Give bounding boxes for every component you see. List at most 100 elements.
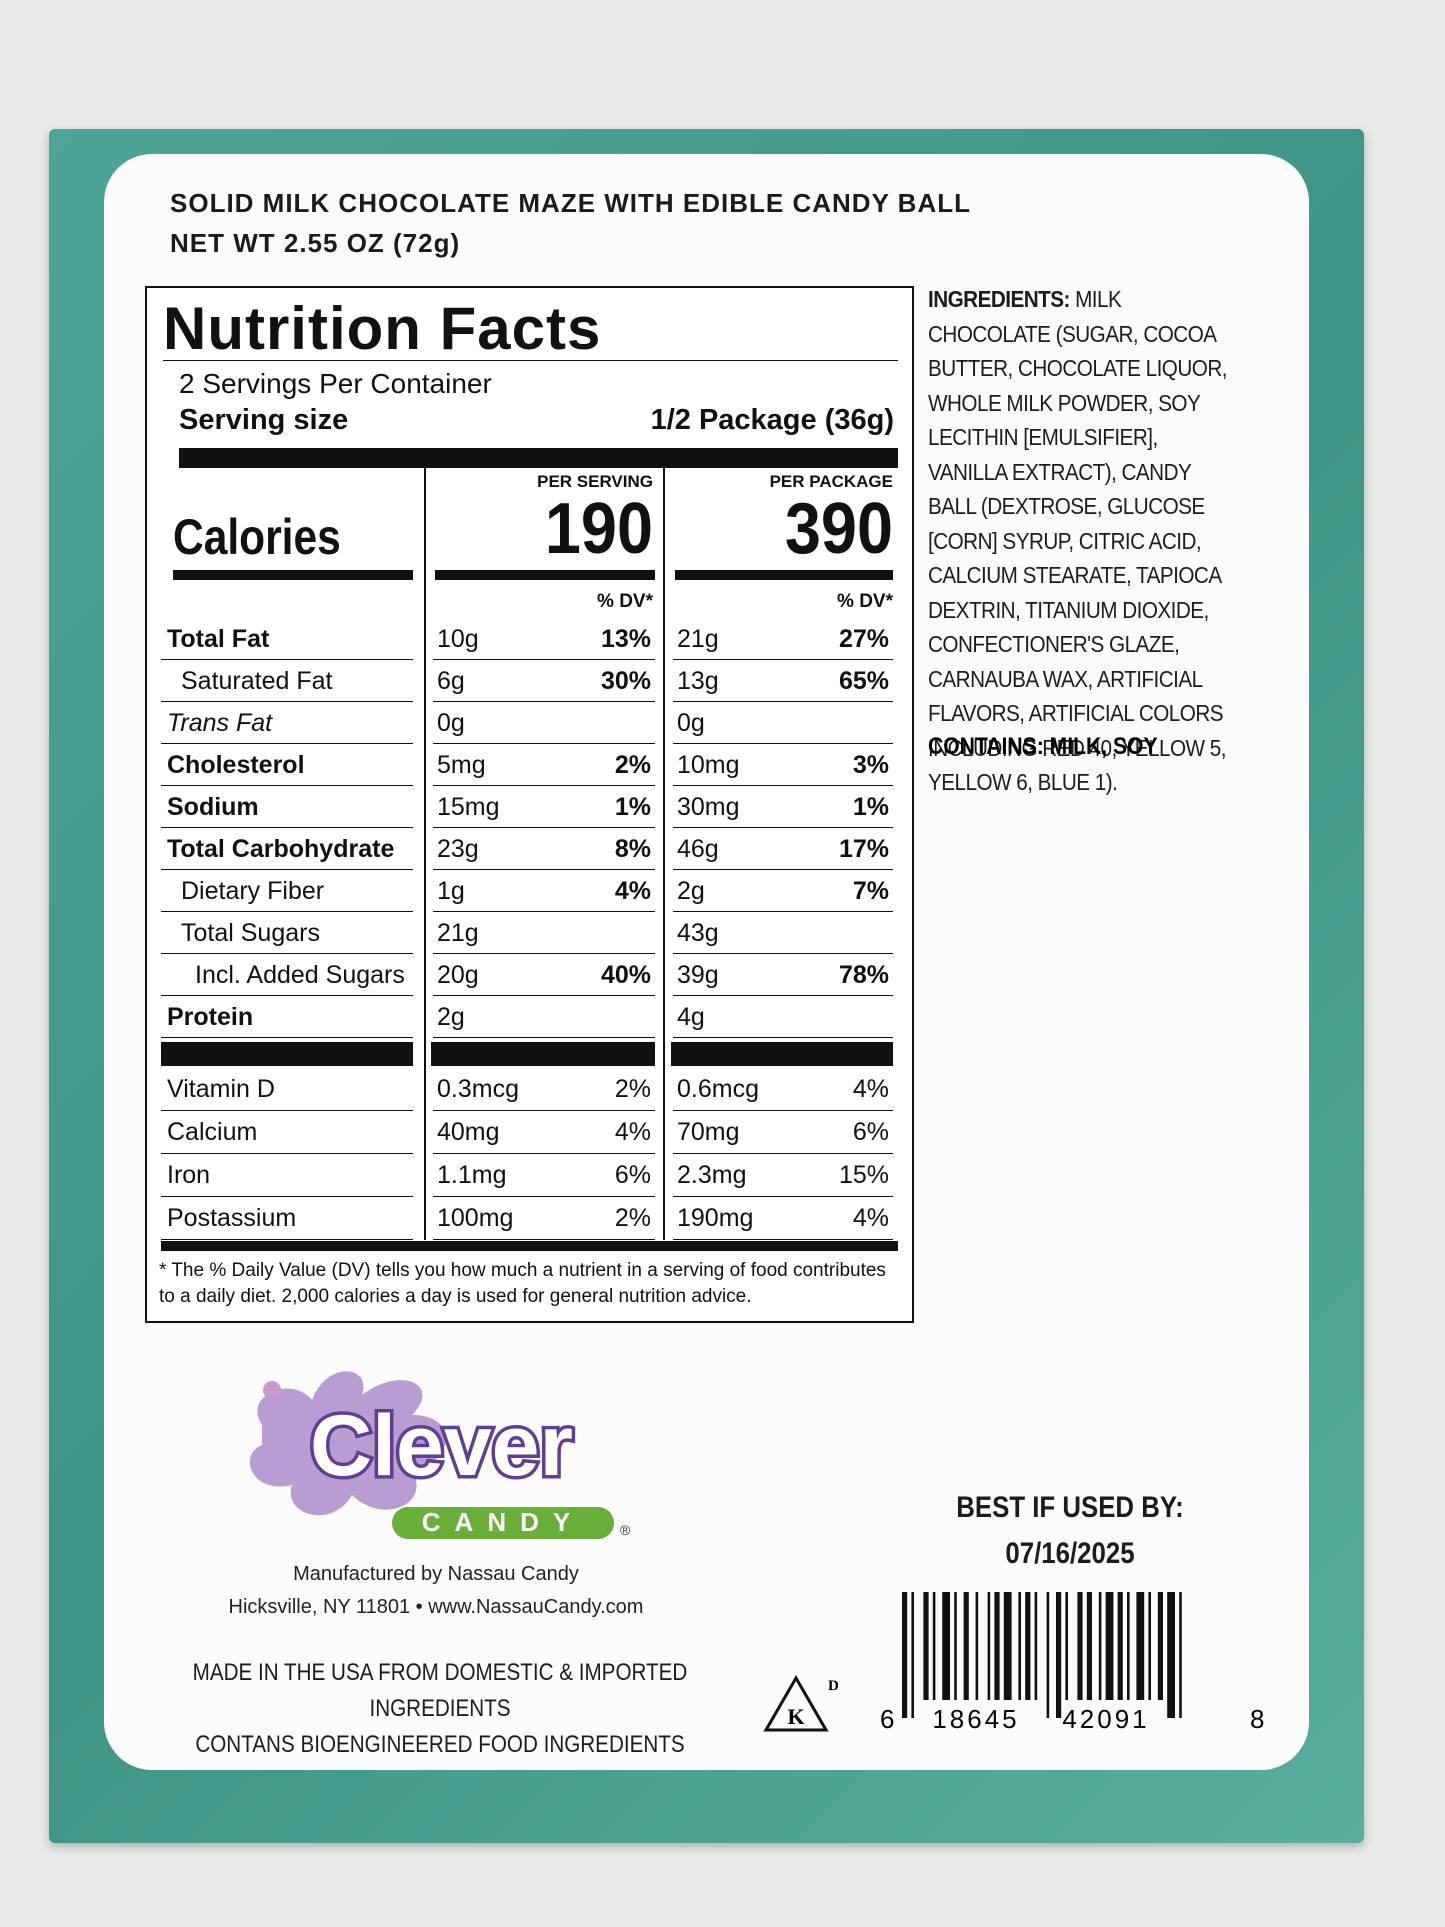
cell: Postassium <box>161 1198 413 1240</box>
barcode-bar <box>942 1592 950 1700</box>
nutrient-name: Incl. Added Sugars <box>195 960 405 989</box>
cell: Incl. Added Sugars <box>161 955 413 996</box>
brand-pill <box>392 1507 614 1539</box>
daily-value: 6% <box>614 1161 651 1189</box>
barcode-bar <box>1025 1592 1031 1700</box>
daily-value: 3% <box>852 750 889 779</box>
serving-size: Serving size 1/2 Package (36g) <box>179 404 894 437</box>
daily-value: 4% <box>852 1075 889 1103</box>
amount: 30mg <box>677 792 740 821</box>
cell: Protein <box>161 997 413 1038</box>
barcode-bar <box>1157 1592 1163 1700</box>
barcode-bar <box>987 1592 991 1700</box>
barcode-bar <box>954 1592 957 1700</box>
bar <box>431 1042 655 1066</box>
daily-value: 27% <box>838 624 889 653</box>
cell: Total Carbohydrate <box>161 829 413 870</box>
amount: 6g <box>437 666 465 695</box>
cell: 10g 13% <box>433 619 655 660</box>
nutrient-name: Calcium <box>167 1118 258 1146</box>
cell: 20g 40% <box>433 955 655 996</box>
cell: Trans Fat <box>161 703 413 744</box>
cell: 10mg 3% <box>673 745 893 786</box>
nutrient-row: Iron 1.1mg 6% 2.3mg 15% <box>147 1155 907 1198</box>
amount: 1.1mg <box>437 1161 507 1189</box>
ingredients: INGREDIENTS: MILK CHOCOLATE (SUGAR, COCO… <box>928 282 1234 800</box>
daily-value: 6% <box>852 1118 889 1146</box>
daily-value: 8% <box>614 834 651 863</box>
serving-size-value: 1/2 Package (36g) <box>650 404 894 436</box>
barcode-bar <box>932 1592 936 1700</box>
daily-value: 30% <box>600 666 651 695</box>
barcode-bar <box>963 1592 969 1700</box>
amount: 21g <box>677 624 719 653</box>
barcode-bar <box>1136 1592 1145 1700</box>
cell: 5mg 2% <box>433 745 655 786</box>
cell: 39g 78% <box>673 955 893 996</box>
cell: Iron <box>161 1155 413 1197</box>
cell: 4g <box>673 997 893 1038</box>
cell: 70mg 6% <box>673 1112 893 1154</box>
barcode-bar <box>923 1592 929 1700</box>
cell: Total Sugars <box>161 913 413 954</box>
nf-title: Nutrition Facts <box>163 295 602 362</box>
cell: 23g 8% <box>433 829 655 870</box>
cell: 190mg 4% <box>673 1198 893 1240</box>
kosher-symbol: K D <box>763 1674 839 1732</box>
barcode-bar <box>1034 1592 1038 1700</box>
calories-label: Calories <box>173 509 341 565</box>
amount: 2.3mg <box>677 1161 747 1189</box>
barcode-bar <box>994 1592 1000 1700</box>
cell: Sodium <box>161 787 413 828</box>
amount: 21g <box>437 918 479 947</box>
serving-size-label: Serving size <box>179 404 349 436</box>
daily-value: 40% <box>600 960 651 989</box>
barcode-bar <box>975 1592 979 1700</box>
brand-logo: Clever CANDY ® <box>249 1371 631 1539</box>
nutrient-name: Saturated Fat <box>181 666 333 695</box>
amount: 0g <box>437 708 465 737</box>
daily-value: 15% <box>838 1161 889 1189</box>
manufacturer-line: Hicksville, NY 11801 • www.NassauCandy.c… <box>228 1596 644 1618</box>
amount: 20g <box>437 960 479 989</box>
cell: Cholesterol <box>161 745 413 786</box>
cell: 21g 27% <box>673 619 893 660</box>
bar <box>435 570 655 580</box>
nutrient-row: Sodium 15mg 1% 30mg 1% <box>147 787 907 829</box>
amount: 0.3mcg <box>437 1075 519 1103</box>
daily-value: 4% <box>614 1118 651 1146</box>
cell: 15mg 1% <box>433 787 655 828</box>
origin-line: CONTANS BIOENGINEERED FOOD INGREDIENTS <box>195 1731 685 1758</box>
column-head: PER PACKAGE <box>769 472 893 491</box>
amount: 46g <box>677 834 719 863</box>
amount: 2g <box>437 1002 465 1031</box>
barcode-digits: 8 <box>1250 1704 1264 1734</box>
bar <box>671 1042 893 1066</box>
nutrient-name: Postassium <box>167 1204 297 1232</box>
nutrient-name: Trans Fat <box>167 708 273 737</box>
cell: 1g 4% <box>433 871 655 912</box>
barcode-bar <box>1056 1592 1062 1718</box>
barcode-bar <box>1018 1592 1021 1700</box>
thick-bar <box>179 448 898 468</box>
cell: 13g 65% <box>673 661 893 702</box>
daily-value: 4% <box>852 1204 889 1232</box>
amount: 15mg <box>437 792 500 821</box>
nutrient-row: Postassium 100mg 2% 190mg 4% <box>147 1198 907 1241</box>
cell: 30mg 1% <box>673 787 893 828</box>
barcode-bar <box>911 1592 914 1718</box>
nutrient-row: Saturated Fat 6g 30% 13g 65% <box>147 661 907 703</box>
barcode-bar <box>1098 1592 1102 1700</box>
nutrient-name: Iron <box>167 1161 211 1189</box>
amount: 10g <box>437 624 479 653</box>
daily-value: 17% <box>838 834 889 863</box>
nutrition-facts: Nutrition Facts 2 Servings Per Container… <box>145 286 914 1323</box>
footnote: * The % Daily Value (DV) tells you how m… <box>159 1260 886 1307</box>
nutrient-name: Total Fat <box>167 624 270 653</box>
cell: 46g 17% <box>673 829 893 870</box>
cell: Saturated Fat <box>161 661 413 702</box>
daily-value: 65% <box>838 666 889 695</box>
barcode-digits: 6 <box>880 1704 894 1734</box>
barcode-bar <box>1065 1592 1068 1700</box>
